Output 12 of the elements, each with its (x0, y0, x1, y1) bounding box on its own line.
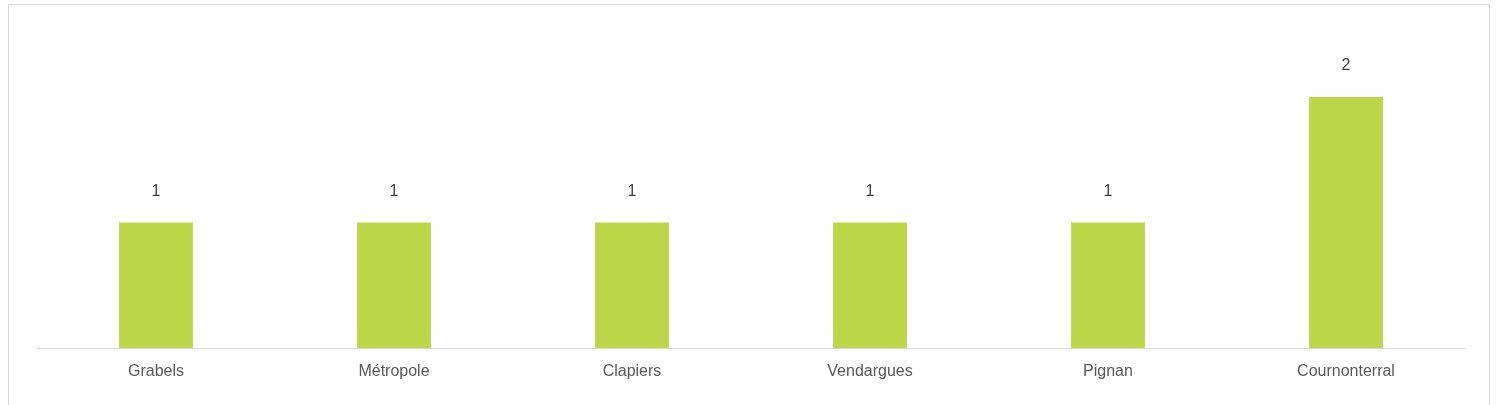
data-label: 2 (1341, 56, 1351, 73)
data-label: 1 (151, 181, 161, 199)
x-tick-label: Cournonterral (1297, 361, 1395, 379)
x-tick-label: Vendargues (827, 361, 913, 379)
x-tick-label: Pignan (1083, 361, 1133, 379)
data-label: 1 (627, 181, 637, 199)
data-label: 1 (389, 181, 399, 199)
data-label: 1 (865, 181, 875, 199)
x-tick-label: Grabels (127, 361, 185, 379)
x-tick-label: Clapiers (602, 361, 662, 379)
data-label: 1 (1103, 181, 1113, 199)
x-tick-label: Métropole (358, 361, 430, 379)
